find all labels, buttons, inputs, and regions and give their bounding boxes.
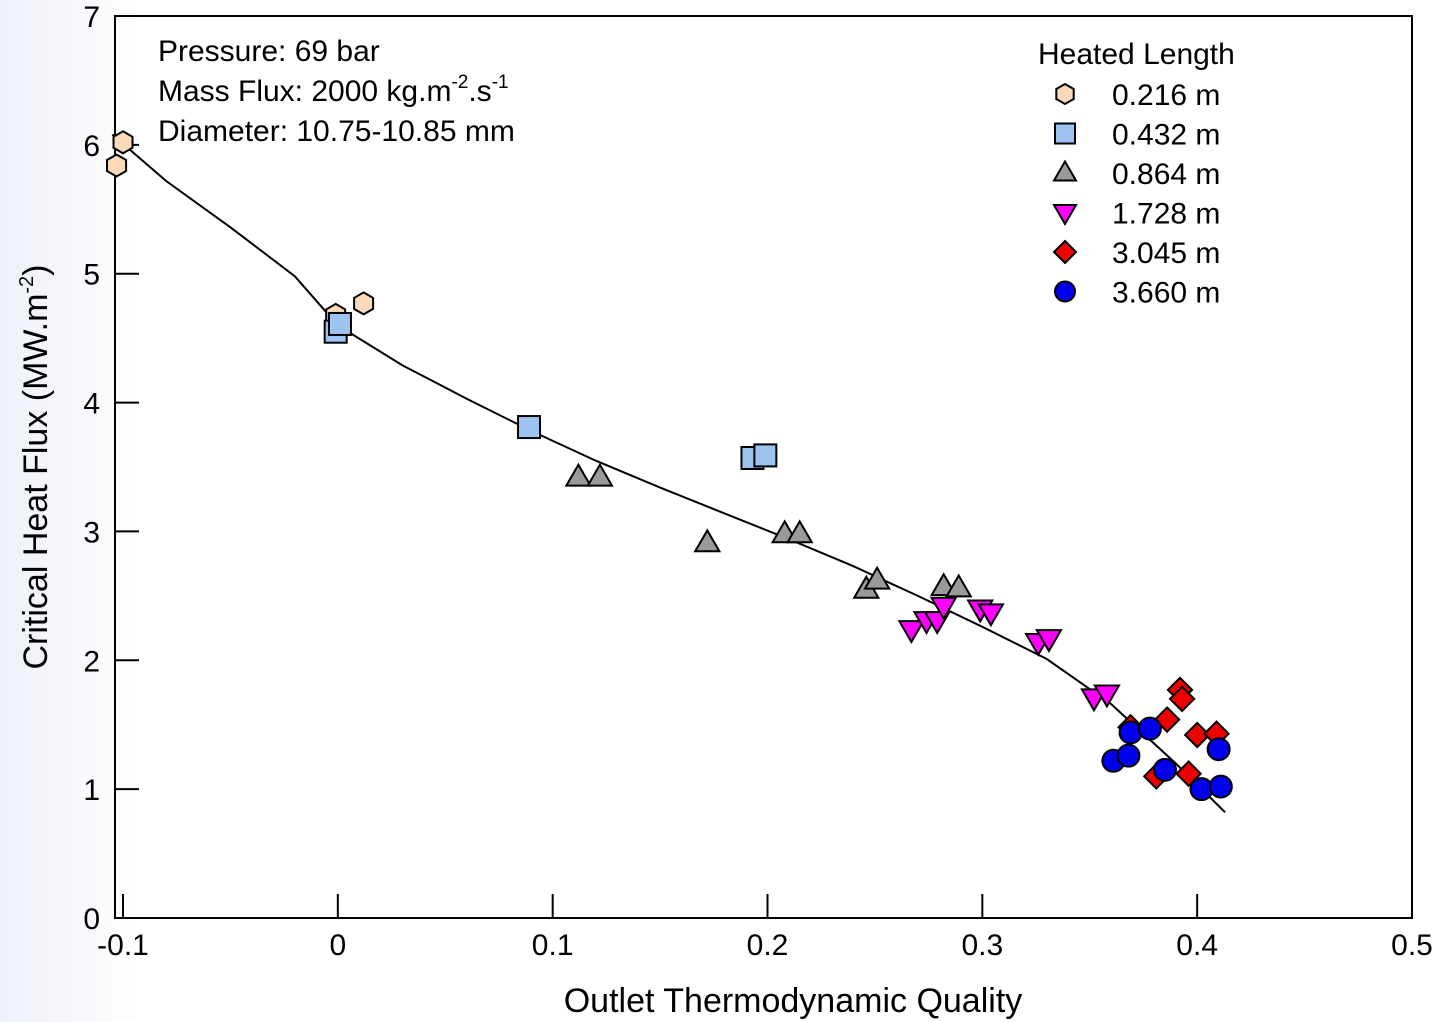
x-tick-label: -0.1 <box>97 929 149 962</box>
data-point <box>785 519 814 544</box>
y-axis: 0 1 2 3 4 5 6 7 <box>83 1 139 936</box>
x-tick-label: 0.3 <box>961 929 1003 962</box>
legend-marker <box>1055 82 1075 106</box>
legend-label: 0.432 m <box>1112 119 1220 152</box>
note-mass-flux-main: Mass Flux: 2000 kg.m <box>158 75 451 108</box>
x-tick-label: 0.4 <box>1176 929 1218 962</box>
y-tick-label: 5 <box>83 259 100 292</box>
series-3 <box>564 462 973 599</box>
series-1 <box>106 130 375 328</box>
legend-title: Heated Length <box>1038 38 1235 71</box>
plot-frame <box>114 15 1413 919</box>
y-tick-label: 4 <box>83 388 100 421</box>
x-tick-label: 0.2 <box>747 929 789 962</box>
y-tick-label: 6 <box>83 130 100 163</box>
conditions-note: Pressure: 69 bar Mass Flux: 2000 kg.m-2.… <box>158 35 515 148</box>
legend-marker <box>1052 159 1078 182</box>
note-mass-flux-sup2: -1 <box>492 72 509 93</box>
data-point <box>753 443 778 468</box>
legend-marker <box>1054 280 1076 303</box>
note-mass-flux: Mass Flux: 2000 kg.m-2.s-1 <box>158 72 509 108</box>
legend-marker <box>1054 122 1076 145</box>
data-point <box>977 603 1005 628</box>
trend-line <box>111 133 1226 814</box>
y-tick-label: 1 <box>83 774 100 807</box>
x-axis-title: Outlet Thermodynamic Quality <box>564 982 1023 1020</box>
data-point <box>693 528 722 553</box>
legend-label: 3.045 m <box>1112 237 1220 270</box>
y-tick-label: 3 <box>83 516 100 549</box>
data-point <box>353 291 375 316</box>
x-tick-label: 0.1 <box>532 929 574 962</box>
legend-marker <box>1052 204 1078 226</box>
data-point <box>112 130 134 155</box>
data-point <box>327 311 352 336</box>
data-point <box>897 620 926 644</box>
x-tick-label: 0.5 <box>1391 929 1433 962</box>
x-axis: -0.1 0 0.1 0.2 0.3 0.4 0.5 <box>97 894 1433 962</box>
data-point <box>1183 721 1211 749</box>
legend-label: 1.728 m <box>1112 198 1220 231</box>
series-2 <box>323 311 778 470</box>
data-point <box>1168 685 1196 713</box>
data-point <box>1208 774 1233 799</box>
note-mass-flux-sup1: -2 <box>451 72 468 93</box>
data-point <box>106 153 128 178</box>
data-point <box>1137 716 1162 741</box>
legend-label: 3.660 m <box>1112 277 1220 310</box>
y-tick-label: 7 <box>83 1 100 34</box>
data-point <box>1116 743 1141 768</box>
note-pressure: Pressure: 69 bar <box>158 35 380 68</box>
data-point <box>586 462 614 487</box>
note-mass-flux-mid: .s <box>468 75 491 108</box>
legend-label: 0.216 m <box>1112 79 1220 112</box>
legend-marker <box>1052 239 1078 265</box>
y-tick-label: 2 <box>83 645 100 678</box>
data-point <box>1152 757 1177 782</box>
series-6 <box>1101 716 1233 802</box>
data-point <box>1035 629 1063 653</box>
data-point <box>944 573 973 598</box>
y-axis-title-main: Critical Heat Flux (MW.m <box>17 294 55 670</box>
data-point <box>1093 684 1121 709</box>
legend: Heated Length 0.216 m 0.432 m 0.864 m 1.728… <box>1038 38 1235 310</box>
data-point <box>863 565 891 590</box>
y-tick-label: 0 <box>83 903 100 936</box>
note-diameter: Diameter: 10.75-10.85 mm <box>158 115 515 148</box>
x-tick-label: 0 <box>329 929 346 962</box>
y-axis-title-sup: -2 <box>16 276 38 294</box>
y-axis-title: Critical Heat Flux (MW.m-2) <box>16 264 55 669</box>
data-point <box>517 415 542 440</box>
data-points <box>106 130 1233 802</box>
y-axis-title-end: ) <box>17 264 55 275</box>
series-4 <box>897 596 1121 713</box>
legend-label: 0.864 m <box>1112 158 1220 191</box>
data-point <box>929 596 958 621</box>
data-point <box>1206 737 1231 762</box>
data-point <box>564 462 593 487</box>
data-point <box>1118 720 1143 745</box>
